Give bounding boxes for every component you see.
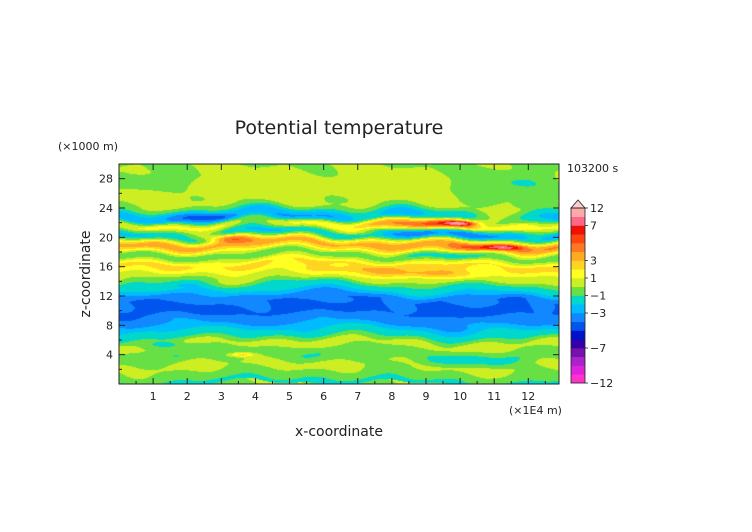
chart-title: Potential temperature <box>235 117 444 139</box>
x-tick-label: 4 <box>252 390 259 403</box>
y-tick-label: 28 <box>99 173 113 186</box>
y-axis: 4 8 12 16 20 24 28 <box>99 173 559 370</box>
colorbar-segment <box>571 295 585 305</box>
x-tick-label: 2 <box>184 390 191 403</box>
y-axis-label: z-coordinate <box>78 230 94 317</box>
x-tick-label: 11 <box>487 390 501 403</box>
colorbar-label: −1 <box>590 290 606 303</box>
colorbar-segment <box>571 208 585 218</box>
x-tick-label: 6 <box>320 390 327 403</box>
x-tick-label: 9 <box>422 390 429 403</box>
x-tick-label: 1 <box>150 390 157 403</box>
x-axis-unit: (×1E4 m) <box>509 404 562 417</box>
colorbar-segment <box>571 278 585 288</box>
colorbar-label: 3 <box>590 255 597 268</box>
colorbar-segment <box>571 216 585 226</box>
time-label: 103200 s <box>567 162 618 175</box>
colorbar-extend-arrow <box>570 199 586 209</box>
colorbar-segment <box>571 330 585 340</box>
colorbar-label: 12 <box>590 202 604 215</box>
colorbar-segment <box>571 269 585 279</box>
colorbar-label: −12 <box>590 377 613 390</box>
y-tick-label: 20 <box>99 231 113 244</box>
colorbar-segment <box>571 374 585 384</box>
colorbar-segment <box>571 313 585 323</box>
colorbar-segment <box>571 304 585 314</box>
plot-frame <box>118 163 560 385</box>
y-tick-label: 16 <box>99 261 113 274</box>
colorbar-segment <box>571 243 585 253</box>
colorbar-label: −3 <box>590 307 606 320</box>
x-tick-label: 3 <box>218 390 225 403</box>
x-axis: 1 2 3 4 5 6 7 8 9 10 11 12 <box>135 164 546 403</box>
colorbar-segment <box>571 356 585 366</box>
colorbar-segment <box>571 234 585 244</box>
colorbar-segment <box>571 286 585 296</box>
plot-area <box>118 163 560 385</box>
x-tick-label: 7 <box>354 390 361 403</box>
y-tick-label: 4 <box>106 349 113 362</box>
x-tick-label: 5 <box>286 390 293 403</box>
x-tick-label: 12 <box>521 390 535 403</box>
x-tick-label: 8 <box>388 390 395 403</box>
y-tick-label: 8 <box>106 319 113 332</box>
y-tick-label: 12 <box>99 290 113 303</box>
colorbar-label: −7 <box>590 342 606 355</box>
colorbar-segment <box>571 348 585 358</box>
colorbar-segment <box>571 339 585 349</box>
colorbar-segment <box>571 321 585 331</box>
colorbar-segment <box>571 260 585 270</box>
colorbar-segment <box>571 225 585 235</box>
colorbar-segment <box>571 251 585 261</box>
y-tick-label: 24 <box>99 202 113 215</box>
x-axis-label: x-coordinate <box>295 424 383 440</box>
x-tick-label: 10 <box>453 390 467 403</box>
colorbar: −12 −7 −3 −1 1 3 7 12 <box>570 199 613 390</box>
colorbar-label: 1 <box>590 272 597 285</box>
colorbar-segment <box>571 365 585 375</box>
colorbar-label: 7 <box>590 220 597 233</box>
y-axis-unit: (×1000 m) <box>58 140 118 153</box>
heatmap-field <box>119 164 559 384</box>
